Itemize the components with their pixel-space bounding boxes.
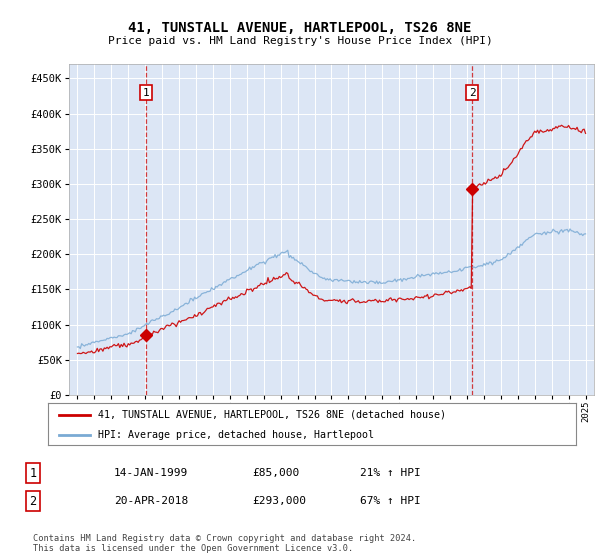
Text: 2: 2 [29, 494, 37, 508]
Text: 14-JAN-1999: 14-JAN-1999 [114, 468, 188, 478]
Text: 20-APR-2018: 20-APR-2018 [114, 496, 188, 506]
Text: 67% ↑ HPI: 67% ↑ HPI [360, 496, 421, 506]
Text: 1: 1 [29, 466, 37, 480]
Text: 1: 1 [143, 87, 149, 97]
Text: 21% ↑ HPI: 21% ↑ HPI [360, 468, 421, 478]
Text: Price paid vs. HM Land Registry's House Price Index (HPI): Price paid vs. HM Land Registry's House … [107, 36, 493, 46]
Text: HPI: Average price, detached house, Hartlepool: HPI: Average price, detached house, Hart… [98, 430, 374, 440]
Text: Contains HM Land Registry data © Crown copyright and database right 2024.
This d: Contains HM Land Registry data © Crown c… [33, 534, 416, 553]
Text: £293,000: £293,000 [252, 496, 306, 506]
Text: 2: 2 [469, 87, 475, 97]
Text: 41, TUNSTALL AVENUE, HARTLEPOOL, TS26 8NE (detached house): 41, TUNSTALL AVENUE, HARTLEPOOL, TS26 8N… [98, 409, 446, 419]
Text: £85,000: £85,000 [252, 468, 299, 478]
Text: 41, TUNSTALL AVENUE, HARTLEPOOL, TS26 8NE: 41, TUNSTALL AVENUE, HARTLEPOOL, TS26 8N… [128, 21, 472, 35]
